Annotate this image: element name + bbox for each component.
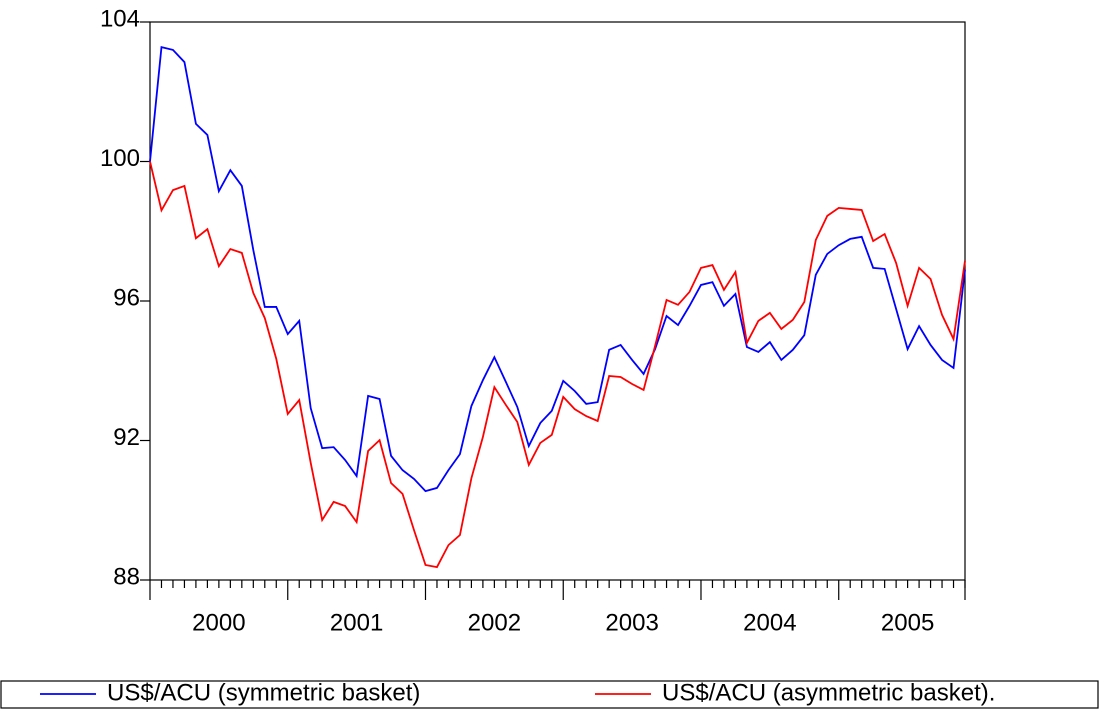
x-tick-label: 2000 [192,609,245,636]
plot-frame [149,21,966,581]
x-tick-label: 2002 [468,609,521,636]
legend-label: US$/ACU (symmetric basket) [107,679,420,706]
y-tick-label: 100 [100,145,140,172]
series-line [149,45,966,493]
x-tick-label: 2005 [881,609,934,636]
series-line [149,161,966,569]
legend-box [0,680,1099,709]
y-tick-label: 88 [113,563,140,590]
y-tick-label: 96 [113,284,140,311]
legend-label: US$/ACU (asymmetric basket). [662,679,995,706]
x-tick-label: 2004 [743,609,796,636]
y-tick-label: 104 [100,5,140,32]
x-tick-label: 2001 [330,609,383,636]
x-tick-label: 2003 [605,609,658,636]
y-tick-label: 92 [113,424,140,451]
